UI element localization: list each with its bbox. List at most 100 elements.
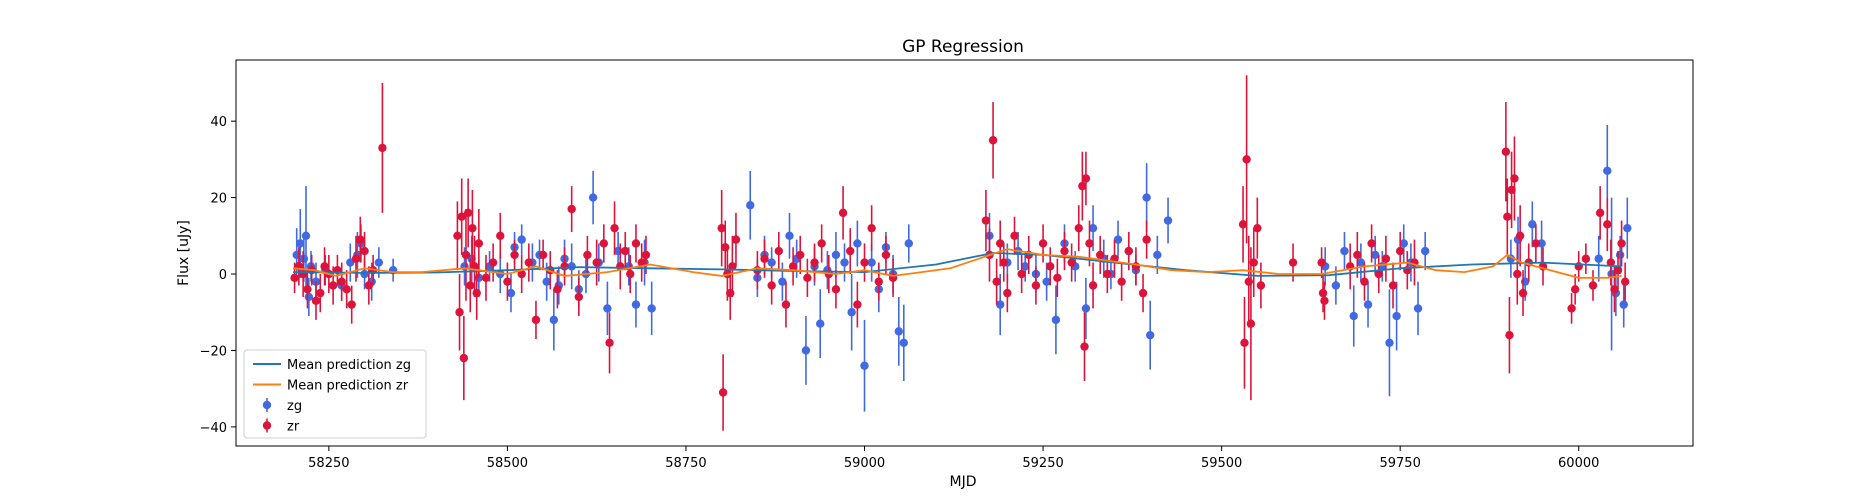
point-zr [461,250,471,260]
point-zr [1510,174,1519,183]
point-zg [631,300,641,309]
point-zr [1017,269,1026,279]
chart-title: GP Regression [902,37,1024,57]
point-zr [1124,246,1133,256]
x-tick-label: 58750 [665,456,706,471]
point-zr [328,281,338,290]
point-zr [838,208,848,218]
point-zg [1528,220,1537,229]
x-tick-label: 59750 [1379,456,1420,471]
point-zr [853,300,862,309]
point-zr [364,281,374,290]
point-zr [488,258,498,267]
point-zr [560,262,569,271]
point-zr [1531,239,1541,248]
point-zr [303,285,312,294]
point-zr [1249,258,1258,267]
point-zr [621,246,630,256]
point-zr [351,254,361,263]
point-zr [524,258,534,267]
point-zr [1240,338,1249,348]
point-zr [1395,246,1405,256]
point-zg [767,258,776,267]
y-axis-label: Flux [uJy] [176,220,192,286]
point-zr [1595,208,1605,218]
point-zg [1370,250,1380,260]
point-zg [1349,311,1358,321]
point-zr [1570,285,1580,294]
x-tick-label: 59500 [1201,456,1242,471]
point-zr [574,292,584,302]
y-tick-label: −40 [200,421,227,436]
point-zg [894,327,903,336]
point-zg [542,277,551,286]
point-zr [637,258,646,267]
point-zr [1567,304,1576,313]
point-zg [567,262,576,271]
point-zg [778,277,787,286]
point-zr [472,288,481,298]
point-zr [1353,250,1362,260]
point-zr [610,223,619,233]
point-zg [517,235,526,244]
legend-label: zg [287,399,302,414]
point-zr [1288,258,1298,267]
point-zr [810,258,819,267]
point-zr [760,254,769,263]
point-zr [1060,246,1069,256]
x-tick-label: 60000 [1558,456,1599,471]
point-zg [1392,311,1401,321]
point-zg [1331,281,1341,290]
point-zg [1385,338,1394,348]
y-tick-label: −20 [200,344,227,359]
point-zr [1515,231,1525,241]
point-zr [1320,296,1329,305]
point-zr [767,281,776,290]
legend-swatch-marker [262,421,272,430]
point-zr [874,277,883,286]
point-zr [881,250,891,260]
point-zr [605,338,614,348]
point-zr [1606,258,1616,267]
point-zr [831,285,841,294]
point-zr [496,231,505,241]
point-zr [728,262,737,271]
point-zr [1503,212,1512,221]
point-zr [1103,269,1112,279]
point-zr [1518,288,1528,298]
point-zr [718,388,728,397]
plot-area [290,75,1632,431]
legend-label: Mean prediction zr [287,379,409,394]
point-zg [1340,246,1349,256]
point-zg [1399,239,1408,248]
point-zg [1363,300,1373,309]
point-zr [583,250,592,260]
point-zr [466,281,475,290]
point-zg [1420,246,1430,256]
series-zr [290,75,1630,431]
point-zr [538,250,548,260]
point-zg [1042,277,1051,286]
point-zg [647,304,656,313]
y-tick-label: 0 [219,268,227,283]
point-zr [788,262,798,271]
legend: Mean prediction zg Mean prediction zr zg zr [243,349,427,439]
point-zr [1031,281,1041,290]
point-zr [459,353,469,363]
x-tick-label: 58500 [487,456,528,471]
point-zg [1081,304,1091,313]
point-zg [506,288,516,298]
point-zg [860,361,869,370]
point-zr [999,258,1008,267]
point-zr [774,246,784,256]
point-zr [342,285,351,294]
point-zr [1038,239,1048,248]
point-zr [347,300,356,309]
point-zr [717,223,726,233]
point-zg [853,239,862,248]
point-zr [1238,220,1248,229]
point-zr [1374,269,1383,279]
point-zr [981,216,991,225]
point-zr [457,212,466,221]
point-zr [1085,239,1094,248]
